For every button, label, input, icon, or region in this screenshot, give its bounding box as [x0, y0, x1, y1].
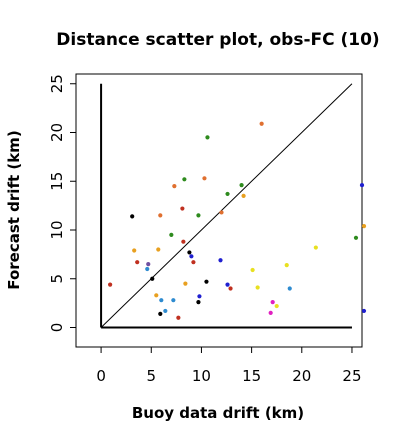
data-point [313, 245, 318, 250]
data-point [189, 254, 194, 259]
data-point [205, 135, 210, 140]
data-point [274, 303, 279, 309]
data-point [132, 248, 137, 253]
data-point [156, 247, 161, 252]
y-tick-label: 25 [48, 74, 66, 93]
y-tick-label: 10 [48, 220, 66, 239]
data-point [182, 177, 187, 182]
x-axis: 0 5 10 15 20 25 [96, 346, 362, 385]
data-point [204, 279, 209, 284]
y-axis-title: Forecast drift (km) [5, 130, 23, 289]
data-point [228, 286, 233, 291]
x-tick-label: 0 [96, 367, 106, 385]
y-tick-label: 15 [48, 172, 66, 191]
data-point [219, 210, 224, 215]
diagonal-line [100, 83, 353, 328]
plot-frame [75, 73, 363, 348]
data-point [361, 224, 367, 229]
data-point [183, 281, 188, 286]
data-point [239, 183, 244, 188]
x-tick-label: 10 [192, 367, 211, 385]
reference-lines [100, 83, 353, 329]
x-axis-title: Buoy data drift (km) [132, 404, 304, 422]
data-point [250, 267, 255, 273]
data-points [108, 121, 367, 320]
data-point [255, 285, 260, 290]
data-point [191, 260, 196, 265]
data-point [159, 298, 164, 303]
data-point [287, 286, 292, 291]
data-point [361, 308, 367, 314]
data-point [218, 258, 223, 263]
y-axis: 0 5 10 15 20 25 [48, 74, 77, 333]
data-point [196, 300, 201, 305]
data-point [176, 315, 181, 320]
chart-title: Distance scatter plot, obs-FC (10) [56, 30, 379, 50]
data-point [163, 308, 168, 314]
data-point [180, 206, 185, 211]
data-point [359, 183, 365, 188]
data-point [108, 282, 113, 287]
data-point [154, 293, 159, 298]
data-point [130, 214, 135, 219]
x-tick-label: 15 [242, 367, 261, 385]
data-point [187, 250, 192, 255]
data-point [158, 213, 163, 218]
data-point [196, 213, 201, 218]
y-tick-label: 5 [48, 274, 66, 284]
data-point [284, 263, 289, 268]
data-point [171, 298, 176, 303]
data-point [259, 121, 264, 126]
data-point [150, 276, 155, 281]
x-tick-label: 25 [342, 367, 361, 385]
data-point [225, 191, 230, 197]
data-point [145, 266, 150, 272]
data-point [270, 300, 275, 305]
data-point [225, 282, 230, 287]
data-point [169, 232, 174, 237]
y-tick-label: 0 [48, 323, 66, 333]
data-point [197, 294, 202, 299]
x-tick-label: 20 [292, 367, 311, 385]
data-point [172, 184, 177, 189]
x-tick-label: 5 [146, 367, 156, 385]
data-point [241, 193, 246, 198]
data-point [181, 239, 186, 244]
data-point [353, 235, 359, 240]
data-point [268, 310, 273, 315]
y-tick-label: 20 [48, 123, 66, 142]
data-point [158, 311, 163, 316]
data-point [146, 262, 151, 267]
data-point [135, 260, 140, 265]
data-point [202, 176, 207, 181]
